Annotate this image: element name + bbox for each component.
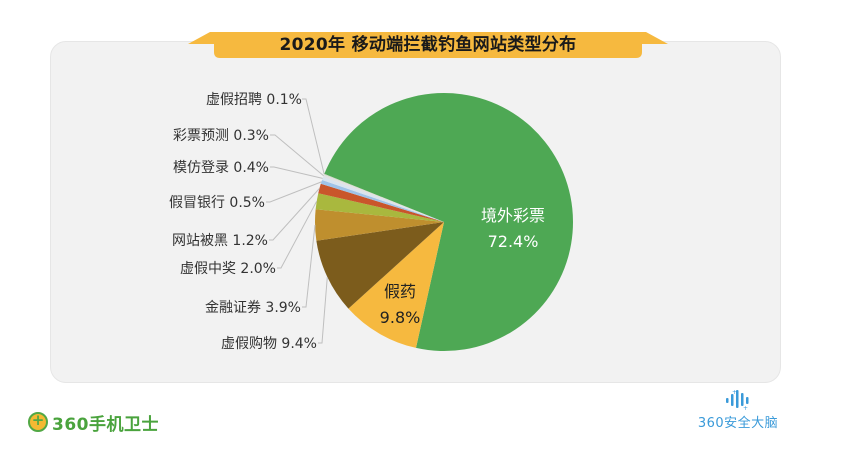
logo-360-mobile-guard: 360手机卫士 xyxy=(28,411,159,435)
pie-slice xyxy=(314,209,444,241)
slice-name: 假药 xyxy=(383,282,416,301)
logo-text: 360手机卫士 xyxy=(52,414,159,435)
slice-label-wangzhan-beihei: 网站被黑 1.2% xyxy=(171,233,268,249)
leader-line xyxy=(277,200,318,269)
slice-label-jinrong-zhengquan: 金融证券 3.9% xyxy=(204,300,301,316)
leader-line xyxy=(270,134,324,177)
pie-slice xyxy=(320,179,444,222)
title-banner: 2020年 移动端拦截钓鱼网站类型分布 xyxy=(188,30,668,60)
pie-slice xyxy=(323,174,444,222)
shield-plus-icon xyxy=(28,411,48,432)
slice-percent: 72.4% xyxy=(487,232,539,251)
banner-shape xyxy=(188,32,668,58)
pie-slice xyxy=(348,222,444,348)
slice-label-xujia-zhaopin: 虚假招聘 0.1% xyxy=(205,92,302,108)
leader-line xyxy=(302,98,325,175)
slice-label-caipiao-yuce: 彩票预测 0.3% xyxy=(172,128,269,144)
pie-slice xyxy=(324,173,444,222)
slice-label-jingwai-caipiao: 境外彩票 72.4% xyxy=(463,203,563,255)
slice-percent: 9.8% xyxy=(379,308,421,327)
slice-label-xujia-gouwu: 虚假购物 9.4% xyxy=(220,336,317,352)
leader-line xyxy=(318,276,328,344)
slice-label-jiayao: 假药 9.8% xyxy=(370,279,430,331)
svg-text:+: + xyxy=(743,405,748,410)
leader-line xyxy=(270,166,323,179)
leader-line xyxy=(266,181,322,203)
leader-line xyxy=(302,224,316,308)
pie-slice xyxy=(316,222,444,309)
slice-name: 境外彩票 xyxy=(480,206,545,225)
svg-text:+: + xyxy=(732,389,737,396)
slice-label-mofang-denglu: 模仿登录 0.4% xyxy=(172,160,269,176)
leader-line xyxy=(269,188,320,241)
soundwave-icon: + + xyxy=(688,388,788,412)
slice-label-xujia-zhongjiang: 虚假中奖 2.0% xyxy=(179,261,276,277)
slice-label-jiamao-yinhang: 假冒银行 0.5% xyxy=(168,195,265,211)
pie-slice xyxy=(315,193,444,222)
logo-text: 360安全大脑 xyxy=(697,416,779,431)
chart-title: 2020年 移动端拦截钓鱼网站类型分布 xyxy=(279,35,577,55)
pie-slice xyxy=(322,176,444,222)
pie-slice xyxy=(324,92,573,351)
pie-slice xyxy=(318,183,444,222)
logo-360-security-brain: + + 360安全大脑 xyxy=(688,388,788,431)
